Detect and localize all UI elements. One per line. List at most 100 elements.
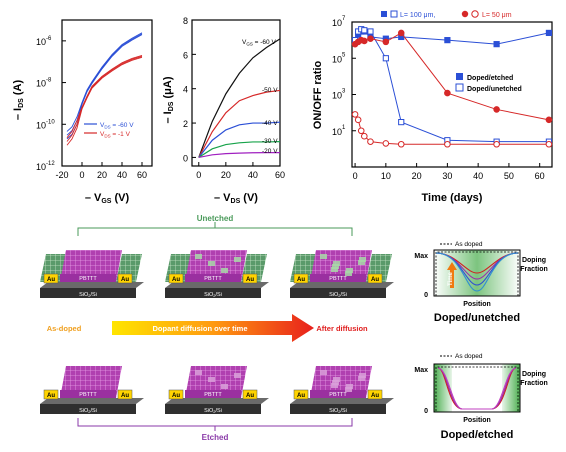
y-tick-label: 10 — [332, 54, 342, 64]
pbttt-front — [310, 274, 366, 282]
legend-marker-doped-unetched — [455, 83, 464, 92]
onoff-point — [444, 37, 451, 44]
pbttt-front — [60, 390, 116, 398]
x-tick-label: 30 — [442, 171, 452, 181]
substrate — [290, 288, 386, 298]
substrate — [40, 288, 136, 298]
output-vgs-label: VGS = -60 V — [242, 39, 276, 47]
profile-etched-yzero: 0 — [424, 408, 428, 415]
electrode-left — [168, 273, 184, 284]
electrode-label: Au — [172, 277, 180, 283]
y-tick-label: 10 — [36, 162, 46, 172]
output-x-axis-label: – VDS (V) — [214, 192, 258, 205]
legend-label-l50: L= 50 μm — [482, 12, 512, 19]
y-tick-label: 2 — [183, 119, 188, 129]
transfer-x-axis-label: – VGS (V) — [85, 192, 130, 205]
diffusion-patch — [332, 264, 339, 269]
output-curve-label-50: -50 V — [262, 87, 278, 94]
pbttt-label: PBTTT — [79, 276, 97, 282]
onoff-point — [545, 116, 553, 124]
output-series-line — [198, 152, 280, 159]
output-curve-label-20: -20 V — [262, 148, 278, 155]
schematic-diagram: Unetched SiO2/Si Au Au PBTTT SiO2/Si Au Au PBT… — [40, 214, 394, 442]
device-unetched-mid: SiO2/Si Au Au PBTTT — [165, 250, 269, 298]
diffusion-patch — [195, 370, 202, 375]
onoff-point — [444, 140, 451, 148]
electrode-label: Au — [47, 393, 55, 399]
output-series-line — [198, 38, 281, 158]
electrode-right — [242, 389, 258, 400]
substrate-top — [290, 398, 394, 404]
electrode-label: Au — [121, 277, 129, 283]
onoff-point — [444, 89, 451, 97]
diffusion-patch — [331, 383, 338, 388]
device-unetched-after: SiO2/Si Au Au PBTTT — [290, 250, 394, 298]
output-curve-label-40: -40 V — [262, 120, 278, 127]
onoff-series-line — [354, 114, 549, 145]
profile-etched-left-green — [434, 364, 452, 412]
onoff-top-legend: L= 100 μm, L= 50 μm — [381, 10, 512, 19]
profile-unetched-legend: As doped — [455, 241, 483, 248]
y-tick-exponent: 1 — [342, 125, 346, 131]
output-y-axis-label: – IDS (μA) — [162, 76, 175, 123]
electrode-left — [43, 273, 59, 284]
time-arrow-label: Time — [448, 271, 454, 286]
onoff-y-axis-label: ON/OFF ratio — [312, 61, 324, 130]
y-tick-label: 10 — [36, 37, 46, 47]
onoff-point — [397, 29, 405, 37]
substrate-top — [165, 282, 269, 288]
y-tick-exponent: 3 — [342, 89, 346, 95]
onoff-point — [493, 140, 500, 148]
time-arrow — [447, 262, 457, 288]
profile-etched-caption: Doped/etched — [441, 429, 514, 441]
legend-marker-doped-etched — [456, 73, 463, 80]
output-series-line — [198, 121, 281, 158]
x-tick-label: 40 — [248, 170, 258, 180]
as-doped-profile — [435, 251, 519, 296]
pbttt-front — [185, 390, 241, 398]
substrate-label: SiO2/Si — [204, 292, 222, 298]
diffusion-patch — [320, 370, 327, 375]
as-doped-label: As-doped — [47, 324, 82, 333]
y-tick-label: 10 — [332, 91, 342, 101]
onoff-point — [354, 116, 362, 124]
after-diffusion-label: After diffusion — [316, 324, 368, 333]
diffusion-patch — [333, 377, 340, 382]
x-tick-label: 60 — [535, 171, 545, 181]
electrode-label: Au — [47, 277, 55, 283]
diffusion-patch — [195, 254, 202, 259]
diffusion-patch — [346, 384, 353, 389]
device-etched-mid: SiO2/Si Au Au PBTTT — [165, 366, 269, 414]
y-tick-exponent: 7 — [342, 16, 346, 22]
legend-marker-circle-open — [471, 10, 479, 18]
substrate-label: SiO2/Si — [329, 408, 347, 414]
substrate-top — [40, 282, 144, 288]
diffusion-patch — [345, 271, 352, 276]
substrate-top — [290, 282, 394, 288]
output-plot-frame — [191, 19, 281, 167]
x-tick-label: 60 — [275, 170, 285, 180]
x-tick-label: 20 — [97, 170, 107, 180]
diffusion-patch — [221, 268, 228, 273]
profile-unetched-frame — [433, 249, 521, 297]
y-tick-label: 0 — [183, 153, 188, 163]
etched-label: Etched — [202, 433, 229, 442]
substrate-top — [40, 398, 144, 404]
pbttt-label: PBTTT — [204, 392, 222, 398]
electrode-right — [367, 273, 383, 284]
device-unetched-as-doped: SiO2/Si Au Au PBTTT — [40, 250, 144, 298]
output-series-line — [198, 89, 281, 158]
x-tick-label: 40 — [117, 170, 127, 180]
onoff-point — [361, 132, 368, 140]
electrode-left — [293, 273, 309, 284]
output-curve-label-30: -30 V — [262, 138, 278, 145]
profile-unetched-x-label: Position — [463, 301, 491, 308]
transfer-series-line — [66, 32, 143, 132]
electrode-label: Au — [246, 393, 254, 399]
x-tick-label: 0 — [79, 170, 84, 180]
diffusion-patch — [359, 373, 366, 378]
electrode-label: Au — [246, 277, 254, 283]
transfer-y-axis-label: – IDS (A) — [12, 80, 25, 121]
device-etched-as-doped: SiO2/Si Au Au PBTTT — [40, 366, 144, 414]
